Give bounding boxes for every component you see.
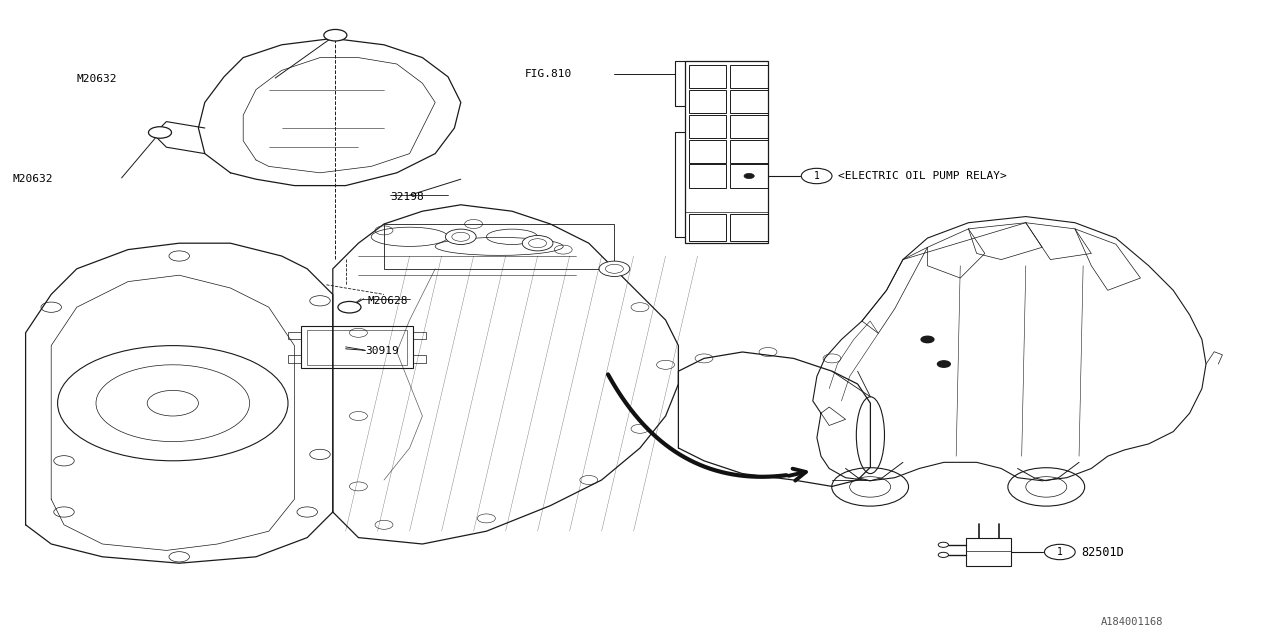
- Bar: [413, 332, 426, 339]
- Circle shape: [937, 361, 950, 367]
- Text: 1: 1: [1057, 547, 1062, 557]
- Bar: [689, 214, 727, 241]
- Bar: [689, 90, 727, 113]
- Bar: [384, 224, 614, 269]
- Bar: [413, 355, 426, 363]
- Bar: [307, 330, 407, 365]
- Bar: [288, 332, 301, 339]
- Circle shape: [338, 301, 361, 313]
- Text: M20628: M20628: [367, 296, 408, 306]
- Circle shape: [148, 127, 172, 138]
- Bar: [301, 326, 413, 368]
- Circle shape: [599, 261, 630, 276]
- Bar: [685, 61, 768, 243]
- Bar: [966, 538, 1011, 566]
- Bar: [288, 355, 301, 363]
- Text: 32198: 32198: [390, 192, 424, 202]
- Bar: [730, 90, 768, 113]
- Bar: [689, 65, 727, 88]
- Bar: [689, 140, 727, 163]
- Circle shape: [522, 236, 553, 251]
- Text: A184001168: A184001168: [1101, 617, 1164, 627]
- Text: 30919: 30919: [365, 346, 398, 356]
- Bar: [730, 214, 768, 241]
- Text: <ELECTRIC OIL PUMP RELAY>: <ELECTRIC OIL PUMP RELAY>: [838, 171, 1007, 181]
- Bar: [689, 115, 727, 138]
- Circle shape: [922, 336, 934, 342]
- Circle shape: [324, 29, 347, 41]
- Text: M20632: M20632: [13, 174, 54, 184]
- Bar: [689, 164, 727, 188]
- Text: M20632: M20632: [77, 74, 118, 84]
- Text: 1: 1: [814, 171, 819, 181]
- Circle shape: [938, 542, 948, 547]
- Circle shape: [445, 229, 476, 244]
- Circle shape: [938, 552, 948, 557]
- Bar: [730, 164, 768, 188]
- Bar: [730, 140, 768, 163]
- Text: FIG.810: FIG.810: [525, 68, 572, 79]
- Bar: [730, 65, 768, 88]
- Bar: [730, 115, 768, 138]
- Circle shape: [744, 173, 754, 179]
- Text: 82501D: 82501D: [1082, 545, 1124, 559]
